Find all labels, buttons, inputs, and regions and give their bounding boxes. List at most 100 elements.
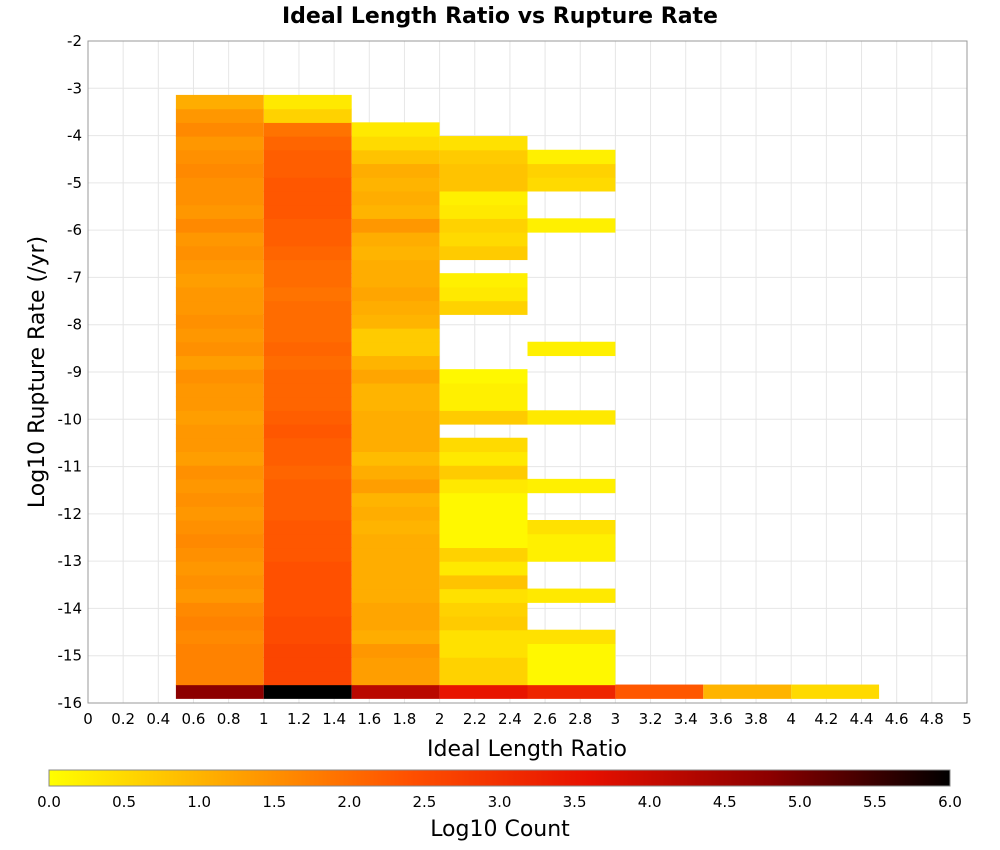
heatmap-cell <box>351 396 440 411</box>
heatmap-cell <box>263 328 352 343</box>
heatmap-cell <box>175 424 264 439</box>
heatmap-cell <box>175 94 264 110</box>
heatmap-cell <box>263 492 352 507</box>
heatmap-cell <box>175 670 264 686</box>
heatmap-cell <box>351 410 440 425</box>
heatmap-cell <box>527 684 616 699</box>
heatmap-cell <box>351 643 440 658</box>
heatmap-cell <box>263 478 352 494</box>
heatmap-cell <box>527 478 616 494</box>
heatmap-cell <box>263 465 352 480</box>
heatmap-cell <box>175 588 264 603</box>
heatmap-cell <box>175 533 264 549</box>
heatmap-cell <box>175 232 264 247</box>
x-tick-label: 3.8 <box>744 710 768 728</box>
heatmap-cell <box>175 561 264 576</box>
heatmap-cell <box>263 355 352 370</box>
x-tick-label: 2.2 <box>463 710 487 728</box>
heatmap-cell <box>439 670 528 686</box>
heatmap-cell <box>175 149 264 165</box>
y-tick-label: -9 <box>67 363 82 381</box>
heatmap-cell <box>439 190 528 206</box>
heatmap-cell <box>351 588 440 603</box>
heatmap-cell <box>439 492 528 507</box>
colorbar-tick-label: 0.5 <box>112 793 136 811</box>
heatmap-cell <box>263 341 352 357</box>
x-tick-label: 4.8 <box>920 710 944 728</box>
heatmap-cell <box>439 615 528 631</box>
heatmap-cell <box>439 396 528 411</box>
heatmap-cell <box>351 177 440 192</box>
heatmap-cell <box>175 643 264 658</box>
heatmap-cell <box>175 328 264 343</box>
x-tick-label: 3.2 <box>639 710 663 728</box>
heatmap-cell <box>263 670 352 686</box>
colorbar-tick-label: 6.0 <box>938 793 962 811</box>
heatmap-cell <box>175 218 264 233</box>
heatmap-cell <box>527 177 616 192</box>
x-tick-label: 0.8 <box>217 710 241 728</box>
heatmap-cell <box>175 259 264 274</box>
heatmap-cell <box>527 410 616 425</box>
heatmap-cell <box>439 300 528 315</box>
heatmap-cell <box>351 136 440 151</box>
heatmap-cell <box>175 657 264 672</box>
heatmap-cell <box>351 437 440 453</box>
heatmap-cell <box>351 286 440 302</box>
heatmap-cell <box>351 547 440 562</box>
heatmap-cell <box>175 602 264 617</box>
heatmap-cells <box>175 94 880 699</box>
heatmap-cell <box>263 382 352 398</box>
x-tick-label: 4.4 <box>850 710 874 728</box>
heatmap-cell <box>351 670 440 686</box>
heatmap-cell <box>351 190 440 206</box>
heatmap-cell <box>351 369 440 384</box>
heatmap-cell <box>175 492 264 507</box>
heatmap-cell <box>527 547 616 562</box>
x-tick-label: 2 <box>435 710 445 728</box>
heatmap-cell <box>175 520 264 535</box>
y-tick-label: -13 <box>58 552 83 570</box>
heatmap-cell <box>527 341 616 357</box>
heatmap-cell <box>351 533 440 549</box>
heatmap-cell <box>175 341 264 357</box>
heatmap-cell <box>439 520 528 535</box>
heatmap-cell <box>527 588 616 603</box>
heatmap-cell <box>175 396 264 411</box>
heatmap-cell <box>351 492 440 507</box>
x-tick-label: 0.4 <box>146 710 170 728</box>
heatmap-cell <box>351 355 440 370</box>
x-tick-label: 0.2 <box>111 710 135 728</box>
heatmap-cell <box>175 273 264 288</box>
heatmap-cell <box>439 478 528 494</box>
heatmap-cell <box>263 547 352 562</box>
heatmap-cell <box>263 410 352 425</box>
x-tick-label: 1.8 <box>393 710 417 728</box>
heatmap-cell <box>351 259 440 274</box>
heatmap-cell <box>439 465 528 480</box>
heatmap-cell <box>175 465 264 480</box>
heatmap-cell <box>351 451 440 466</box>
heatmap-cell <box>351 328 440 343</box>
x-tick-label: 1.6 <box>357 710 381 728</box>
heatmap-cell <box>263 520 352 535</box>
heatmap-cell <box>263 451 352 466</box>
heatmap-cell <box>351 615 440 631</box>
heatmap-cell <box>527 657 616 672</box>
colorbar-tick-label: 3.0 <box>488 793 512 811</box>
heatmap-cell <box>263 533 352 549</box>
heatmap-cell <box>175 478 264 494</box>
heatmap-cell <box>175 245 264 261</box>
heatmap-cell <box>351 424 440 439</box>
x-tick-label: 1.4 <box>322 710 346 728</box>
colorbar-tick-label: 2.5 <box>412 793 436 811</box>
y-tick-label: -3 <box>67 79 82 97</box>
heatmap-cell <box>175 369 264 384</box>
heatmap-cell <box>263 286 352 302</box>
heatmap-cell <box>263 245 352 261</box>
heatmap-cell <box>439 245 528 261</box>
heatmap-cell <box>175 204 264 219</box>
heatmap-cell <box>263 218 352 233</box>
heatmap-cell <box>263 396 352 411</box>
